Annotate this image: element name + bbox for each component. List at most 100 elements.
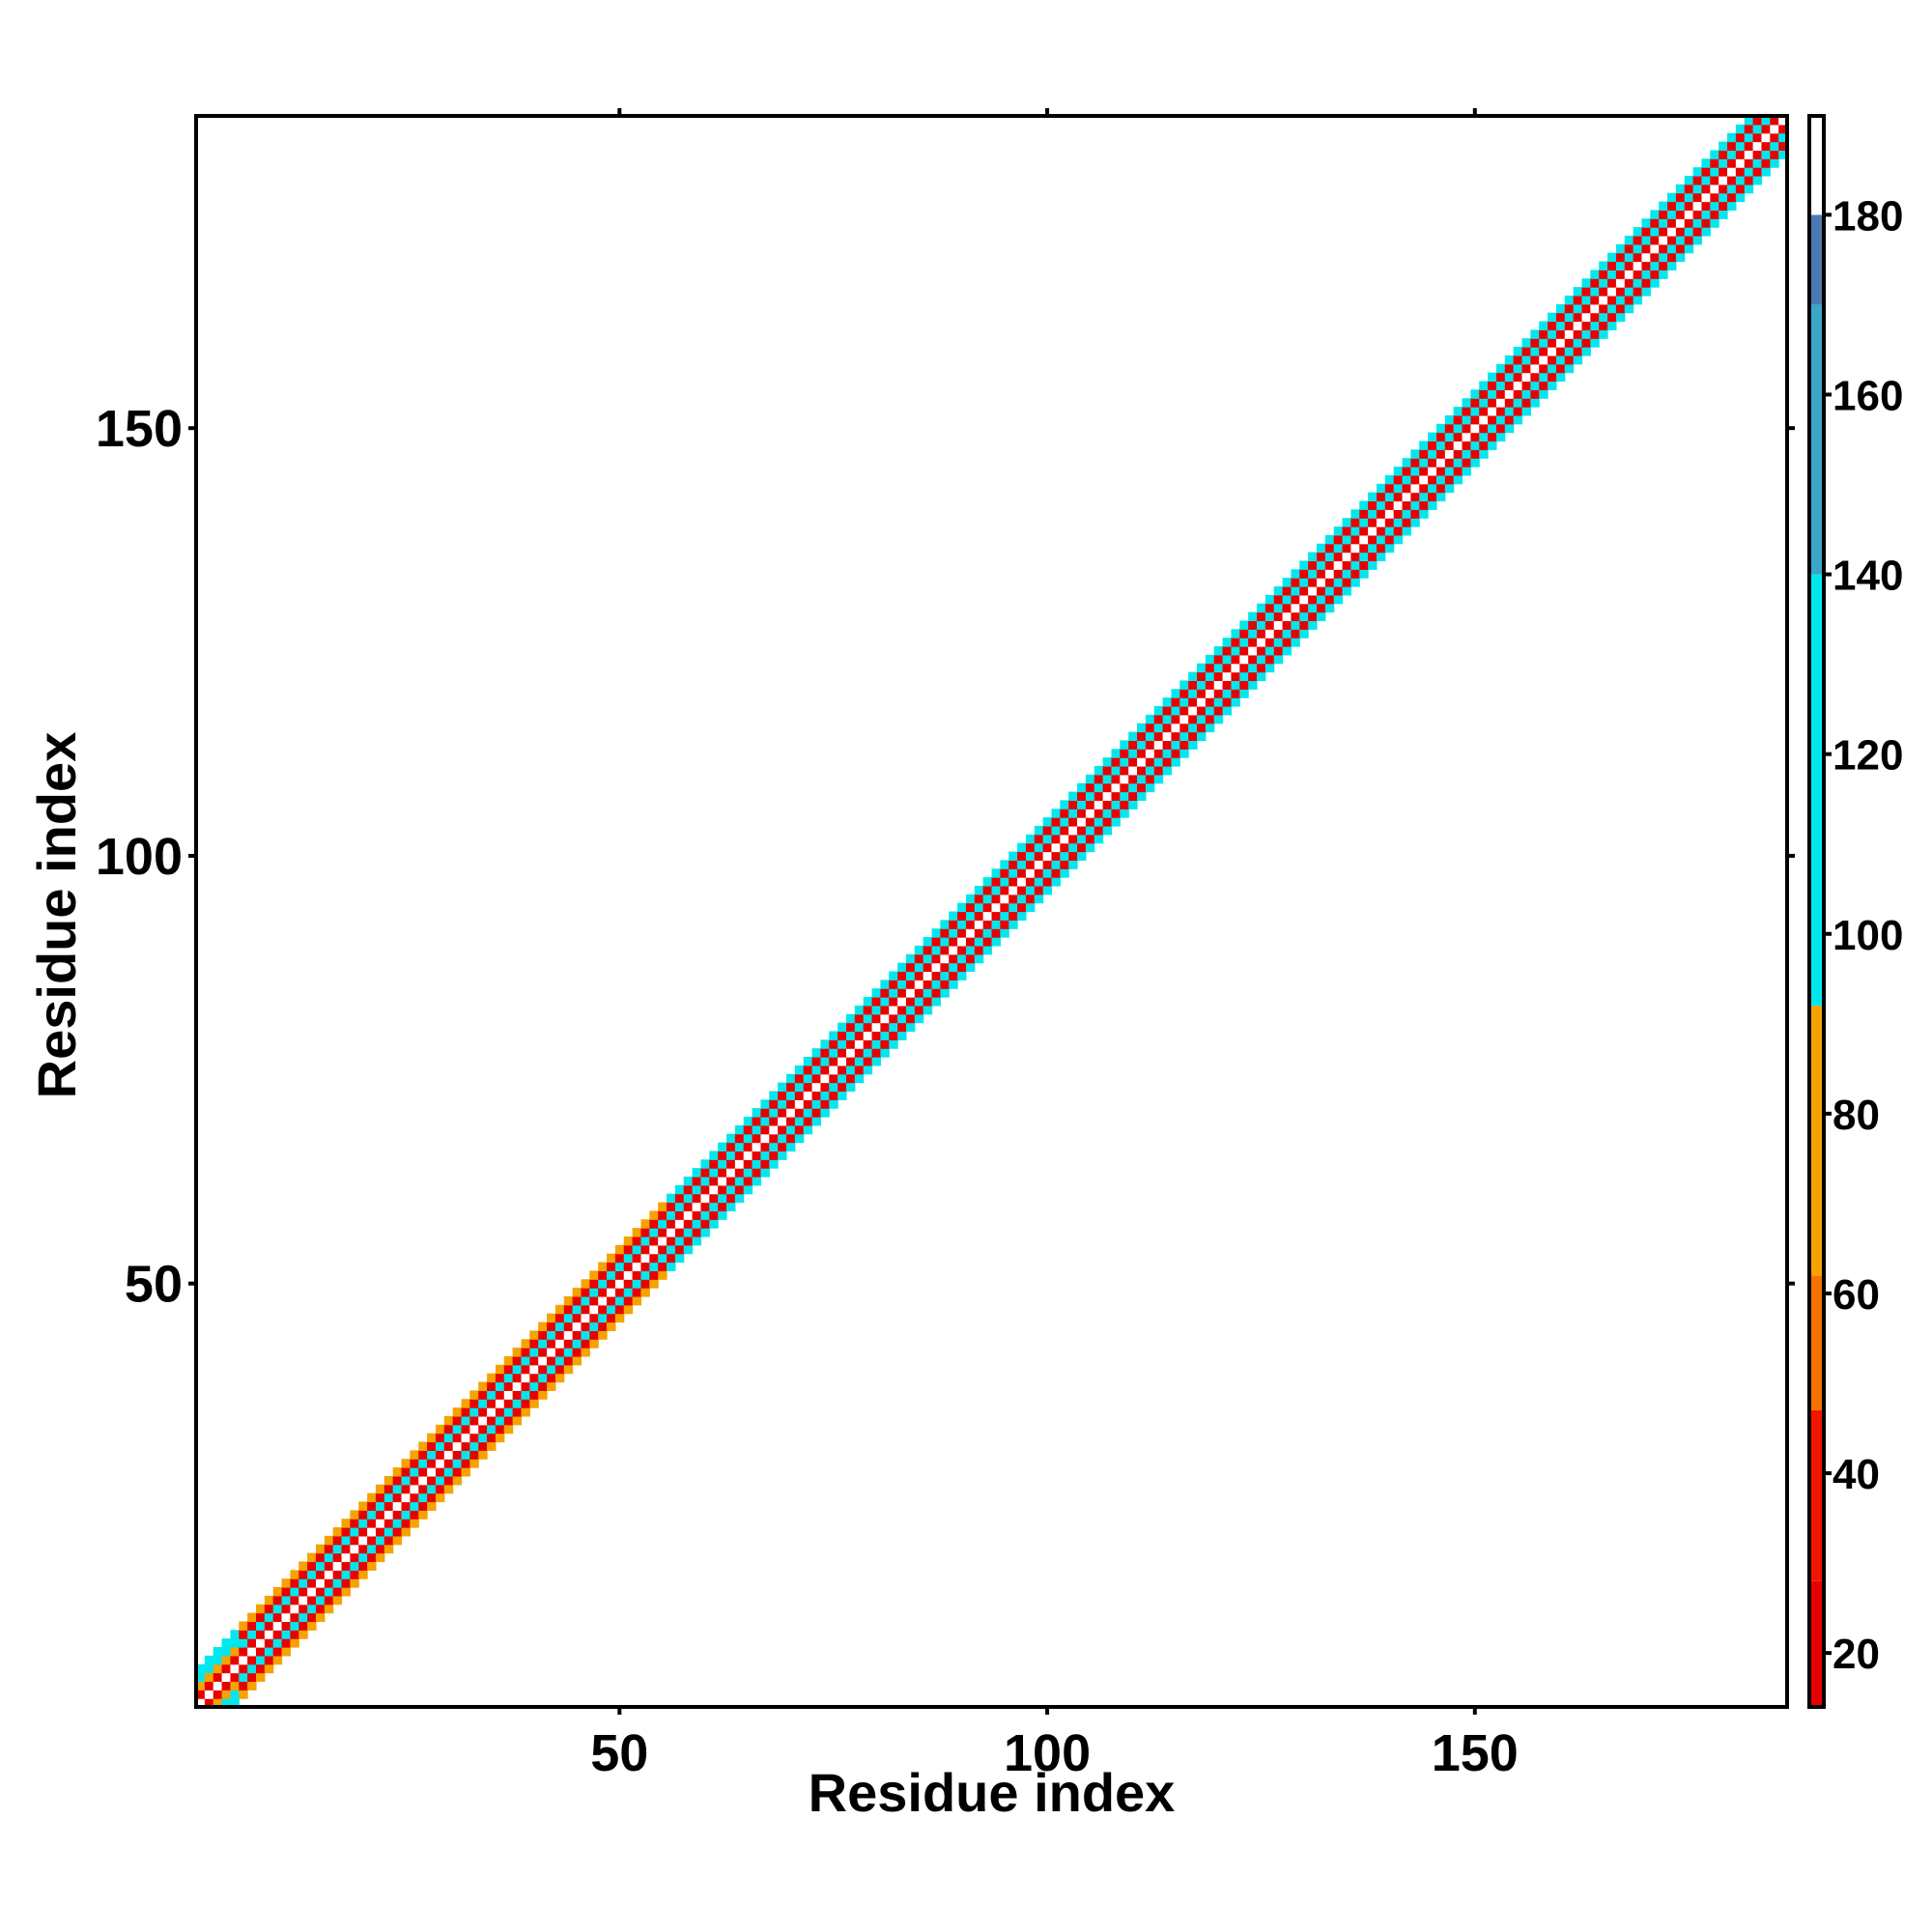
heatmap-cell <box>1495 423 1506 434</box>
heatmap-cell <box>1521 372 1531 383</box>
heatmap-cell <box>1222 663 1233 673</box>
heatmap-cell <box>290 1587 299 1597</box>
heatmap-cell <box>503 1364 514 1375</box>
heatmap-cell <box>1428 467 1437 476</box>
heatmap-cell <box>1727 167 1737 177</box>
heatmap-cell <box>760 1142 770 1152</box>
heatmap-cell <box>1564 338 1575 348</box>
heatmap-cell <box>384 1535 394 1546</box>
heatmap-cell <box>692 1202 702 1212</box>
heatmap-cell <box>1179 723 1189 733</box>
heatmap-cell <box>734 1151 745 1160</box>
heatmap-cell <box>1068 817 1078 827</box>
heatmap-cell <box>1213 654 1224 665</box>
heatmap-cell <box>341 1578 351 1588</box>
heatmap-cell <box>1324 594 1335 605</box>
heatmap-cell <box>375 1484 385 1494</box>
heatmap-cell <box>204 1690 214 1699</box>
heatmap-cell <box>889 1013 898 1024</box>
heatmap-cell <box>991 911 1001 921</box>
heatmap-cell <box>375 1519 385 1528</box>
heatmap-cell <box>889 971 898 980</box>
heatmap-cell <box>529 1390 539 1400</box>
heatmap-cell <box>563 1364 574 1375</box>
heatmap-cell <box>1564 347 1575 356</box>
heatmap-cell <box>1342 552 1351 562</box>
heatmap-cell <box>1368 543 1378 554</box>
heatmap-cell <box>1000 928 1009 938</box>
heatmap-cell <box>820 1065 830 1075</box>
heatmap-cell <box>1137 731 1147 741</box>
heatmap-cell <box>709 1202 719 1212</box>
heatmap-cell <box>880 1005 890 1015</box>
heatmap-cell <box>734 1133 745 1144</box>
heatmap-cell <box>1171 757 1180 767</box>
heatmap-cell <box>272 1595 283 1605</box>
heatmap-cell <box>281 1604 291 1614</box>
heatmap-cell <box>1641 252 1651 263</box>
heatmap-cell <box>1564 321 1575 330</box>
heatmap-cell <box>845 1022 856 1033</box>
heatmap-cell <box>581 1304 590 1315</box>
heatmap-cell <box>1710 150 1719 159</box>
heatmap-cell <box>880 997 890 1007</box>
heatmap-cell <box>1060 860 1069 869</box>
heatmap-cell <box>965 902 976 913</box>
heatmap-cell <box>1719 184 1728 194</box>
heatmap-cell <box>452 1407 463 1417</box>
heatmap-cell <box>794 1091 805 1100</box>
heatmap-cell <box>1710 201 1719 211</box>
heatmap-cell <box>1085 809 1095 818</box>
heatmap-cell <box>1051 851 1061 861</box>
heatmap-cell <box>838 1082 847 1093</box>
heatmap-cell <box>1419 509 1429 519</box>
heatmap-cell <box>384 1519 394 1528</box>
heatmap-cell <box>880 1039 890 1049</box>
heatmap-cell <box>752 1108 762 1118</box>
heatmap-cell <box>264 1630 274 1639</box>
heatmap-cell <box>1435 432 1446 442</box>
heatmap-cell <box>1548 381 1557 390</box>
heatmap-cell <box>838 1057 847 1066</box>
heatmap-cell <box>521 1407 530 1417</box>
heatmap-cell <box>1153 765 1164 776</box>
heatmap-cell <box>1419 467 1429 476</box>
heatmap-cell <box>940 980 950 989</box>
heatmap-cell <box>614 1253 625 1264</box>
heatmap-cell <box>649 1270 659 1280</box>
heatmap-cell <box>1778 116 1788 126</box>
heatmap-cell <box>1257 638 1266 647</box>
heatmap-cell <box>529 1355 539 1366</box>
heatmap-cell <box>204 1681 214 1690</box>
heatmap-cell <box>1153 731 1164 741</box>
heatmap-cell <box>914 1005 924 1015</box>
heatmap-cell <box>1470 423 1480 434</box>
heatmap-cell <box>1257 611 1266 622</box>
heatmap-cell <box>512 1373 523 1383</box>
heatmap-cell <box>1299 620 1309 630</box>
heatmap-cell <box>1376 543 1386 554</box>
heatmap-cell <box>785 1142 796 1152</box>
heatmap-cell <box>1428 483 1437 494</box>
heatmap-cell <box>1675 252 1686 263</box>
heatmap-cell <box>1205 689 1215 698</box>
heatmap-cell <box>914 988 924 998</box>
heatmap-cell <box>982 877 993 887</box>
heatmap-cell <box>897 1005 907 1015</box>
heatmap-cell <box>230 1681 240 1690</box>
heatmap-cell <box>1222 680 1233 690</box>
heatmap-cell <box>1539 347 1548 356</box>
heatmap-cell <box>427 1475 437 1486</box>
heatmap-cell <box>1530 347 1540 356</box>
heatmap-cell <box>307 1612 317 1623</box>
heatmap-cell <box>1684 235 1694 245</box>
heatmap-cell <box>1453 407 1463 416</box>
heatmap-cell <box>700 1159 710 1169</box>
heatmap-cell <box>1273 620 1284 630</box>
heatmap-cell <box>204 1663 214 1674</box>
heatmap-cell <box>1735 184 1746 194</box>
heatmap-cell <box>1488 407 1497 416</box>
heatmap-cell <box>743 1124 753 1135</box>
heatmap-cell <box>1264 594 1275 605</box>
heatmap-cell <box>778 1151 787 1160</box>
